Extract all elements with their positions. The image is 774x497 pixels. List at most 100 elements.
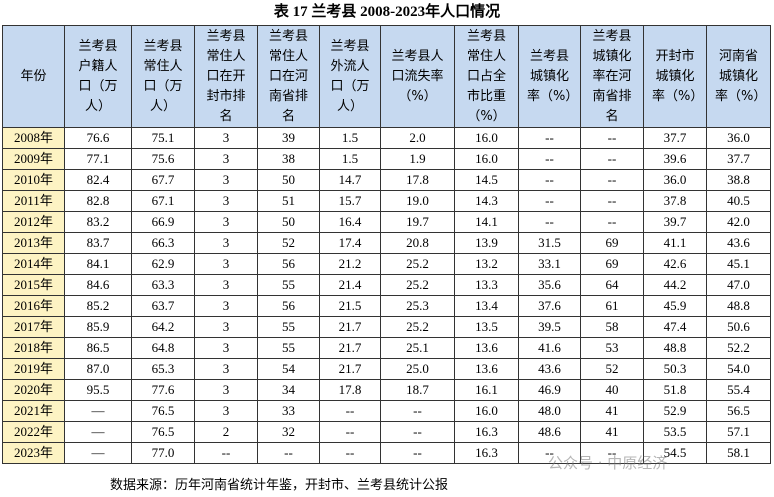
table-cell: 62.9 bbox=[131, 253, 195, 275]
table-cell: 50 bbox=[257, 211, 320, 233]
table-row: 2019年 87.0 65.3 3 54 21.7 25.0 13.6 43.6 52 50.3 54… bbox=[2, 358, 771, 380]
table-cell: 40 bbox=[580, 379, 644, 401]
year-cell: 2017年 bbox=[2, 316, 65, 338]
table-cell: 3 bbox=[194, 379, 258, 401]
table-cell: 16.4 bbox=[319, 211, 381, 233]
table-cell: 84.1 bbox=[64, 253, 132, 275]
table-cell: 61 bbox=[580, 295, 644, 317]
year-cell: 2014年 bbox=[2, 253, 65, 275]
table-cell: 13.4 bbox=[454, 295, 519, 317]
table-cell: 38 bbox=[257, 148, 320, 170]
header-cell: 河南省城镇化率（%） bbox=[706, 25, 771, 128]
table-cell: 84.6 bbox=[64, 274, 132, 296]
table-cell: 51.8 bbox=[643, 379, 707, 401]
table-cell: 55 bbox=[257, 274, 320, 296]
table-cell: 21.5 bbox=[319, 295, 381, 317]
source-note: 数据来源：历年河南省统计年鉴，开封市、兰考县统计公报 bbox=[110, 478, 449, 493]
year-cell: 2013年 bbox=[2, 232, 65, 254]
table-cell: 3 bbox=[194, 358, 258, 380]
table-cell: 37.8 bbox=[643, 190, 707, 212]
year-cell: 2023年 bbox=[2, 442, 65, 464]
table-cell: 58.1 bbox=[706, 442, 771, 464]
table-cell: 52.2 bbox=[706, 337, 771, 359]
table-cell: 16.3 bbox=[454, 421, 519, 443]
table-cell: 14.7 bbox=[319, 169, 381, 191]
table-cell: 53 bbox=[580, 337, 644, 359]
table-cell: 64 bbox=[580, 274, 644, 296]
table-cell: 50.3 bbox=[643, 358, 707, 380]
table-cell: 75.1 bbox=[131, 127, 195, 149]
table-cell: 15.7 bbox=[319, 190, 381, 212]
table-cell: 37.7 bbox=[706, 148, 771, 170]
table-cell: 17.8 bbox=[380, 169, 455, 191]
table-cell: -- bbox=[580, 148, 644, 170]
table-cell: 55 bbox=[257, 337, 320, 359]
table-cell: 56 bbox=[257, 295, 320, 317]
year-cell: 2015年 bbox=[2, 274, 65, 296]
table-cell: — bbox=[64, 400, 132, 422]
table-cell: -- bbox=[319, 421, 381, 443]
table-cell: -- bbox=[380, 442, 455, 464]
table-row: 2022年 —76.5 2 32 -- -- 16.3 48.6 41 53.5 57.1 bbox=[2, 421, 771, 443]
table-cell: 13.6 bbox=[454, 358, 519, 380]
table-cell: 39.6 bbox=[643, 148, 707, 170]
table-cell: 86.5 bbox=[64, 337, 132, 359]
table-cell: -- bbox=[518, 148, 581, 170]
table-cell: 21.7 bbox=[319, 358, 381, 380]
table-cell: 76.6 bbox=[64, 127, 132, 149]
header-cell: 兰考县人口流失率（%） bbox=[380, 25, 455, 128]
table-cell: 39.7 bbox=[643, 211, 707, 233]
table-cell: 25.2 bbox=[380, 253, 455, 275]
table-cell: 17.4 bbox=[319, 232, 381, 254]
table-cell: -- bbox=[518, 442, 581, 464]
table-cell: 13.9 bbox=[454, 232, 519, 254]
table-cell: 87.0 bbox=[64, 358, 132, 380]
table-row: 2011年 82.8 67.1 3 51 15.7 19.0 14.3 -- -- 37.8 40.5 bbox=[2, 190, 771, 212]
header-cell: 兰考县城镇化率（%） bbox=[518, 25, 581, 128]
table-cell: 83.2 bbox=[64, 211, 132, 233]
table-cell: 64.2 bbox=[131, 316, 195, 338]
table-cell: 45.9 bbox=[643, 295, 707, 317]
table-cell: 38.8 bbox=[706, 169, 771, 191]
table-row: 2016年 85.2 63.7 3 56 21.5 25.3 13.4 37.6 61 45.9 48… bbox=[2, 295, 771, 317]
table-cell: 37.7 bbox=[643, 127, 707, 149]
table-cell: 16.3 bbox=[454, 442, 519, 464]
header-cell: 兰考县常住人口在河南省排名 bbox=[257, 25, 320, 128]
table-cell: 53.5 bbox=[643, 421, 707, 443]
table-cell: 14.3 bbox=[454, 190, 519, 212]
year-cell: 2016年 bbox=[2, 295, 65, 317]
table-row: 2008年 76.6 75.1 3 39 1.5 2.0 16.0 -- -- 37.7 36.0 bbox=[2, 127, 771, 149]
table-cell: 21.7 bbox=[319, 316, 381, 338]
table-row: 2018年 86.5 64.8 3 55 21.7 25.1 13.6 41.6 53 48.8 52… bbox=[2, 337, 771, 359]
table-cell: 3 bbox=[194, 400, 258, 422]
table-cell: 13.5 bbox=[454, 316, 519, 338]
year-cell: 2008年 bbox=[2, 127, 65, 149]
table-row: 2023年 —77.0 -- -- -- -- 16.3 -- -- 54.5 58.1 bbox=[2, 442, 771, 464]
table-cell: 14.5 bbox=[454, 169, 519, 191]
table-cell: 58 bbox=[580, 316, 644, 338]
table-cell: 16.0 bbox=[454, 127, 519, 149]
table-cell: 65.3 bbox=[131, 358, 195, 380]
table-cell: 36.0 bbox=[706, 127, 771, 149]
table-cell: 44.2 bbox=[643, 274, 707, 296]
table-cell: 48.8 bbox=[643, 337, 707, 359]
table-cell: 13.6 bbox=[454, 337, 519, 359]
header-cell: 兰考县常住人口占全市比重（%） bbox=[454, 25, 519, 128]
table-cell: 56.5 bbox=[706, 400, 771, 422]
table-cell: 3 bbox=[194, 295, 258, 317]
table-cell: 3 bbox=[194, 316, 258, 338]
table-cell: 3 bbox=[194, 274, 258, 296]
year-cell: 2021年 bbox=[2, 400, 65, 422]
table-cell: 42.6 bbox=[643, 253, 707, 275]
table-cell: 85.2 bbox=[64, 295, 132, 317]
table-cell: 50.6 bbox=[706, 316, 771, 338]
year-cell: 2019年 bbox=[2, 358, 65, 380]
table-cell: 3 bbox=[194, 337, 258, 359]
table-cell: 25.2 bbox=[380, 274, 455, 296]
table-cell: 52.9 bbox=[643, 400, 707, 422]
table-cell: 25.1 bbox=[380, 337, 455, 359]
table-cell: -- bbox=[518, 190, 581, 212]
table-row: 2014年 84.1 62.9 3 56 21.2 25.2 13.2 33.1 69 42.6 45… bbox=[2, 253, 771, 275]
table-cell: 13.2 bbox=[454, 253, 519, 275]
